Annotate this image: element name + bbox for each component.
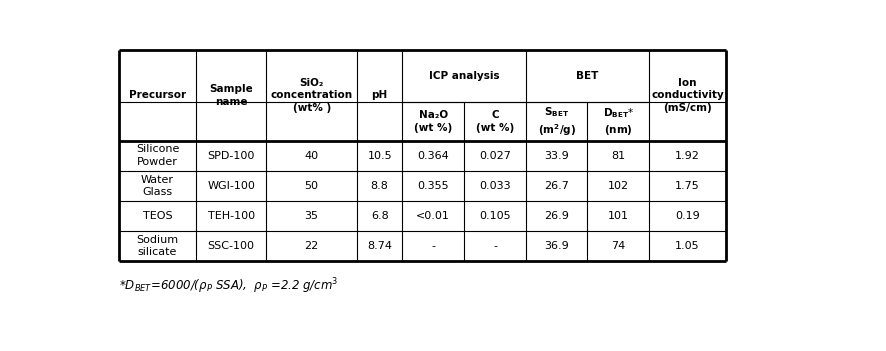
Text: Water
Glass: Water Glass (141, 174, 174, 197)
Text: Sample
name: Sample name (209, 84, 253, 107)
Text: $\mathbf{D_{BET}}$*
$\mathbf{(nm)}$: $\mathbf{D_{BET}}$* $\mathbf{(nm)}$ (602, 106, 634, 137)
Text: 26.9: 26.9 (544, 211, 569, 221)
Text: <0.01: <0.01 (416, 211, 450, 221)
Text: 33.9: 33.9 (544, 151, 569, 161)
Text: Na₂O
(wt %): Na₂O (wt %) (414, 110, 453, 133)
Text: 8.8: 8.8 (370, 181, 389, 191)
Text: 1.75: 1.75 (675, 181, 700, 191)
Text: -: - (493, 241, 497, 251)
Text: 40: 40 (305, 151, 319, 161)
Text: TEOS: TEOS (143, 211, 173, 221)
Text: BET: BET (576, 71, 599, 81)
Text: WGI-100: WGI-100 (207, 181, 255, 191)
Text: 26.7: 26.7 (544, 181, 569, 191)
Text: 10.5: 10.5 (368, 151, 392, 161)
Text: ICP analysis: ICP analysis (429, 71, 500, 81)
Text: 0.355: 0.355 (417, 181, 449, 191)
Text: 0.033: 0.033 (479, 181, 510, 191)
Text: SiO₂
concentration
(wt% ): SiO₂ concentration (wt% ) (270, 78, 353, 113)
Text: Ion
conductivity
(mS/cm): Ion conductivity (mS/cm) (651, 78, 724, 113)
Text: 81: 81 (611, 151, 626, 161)
Text: 101: 101 (608, 211, 629, 221)
Text: C
(wt %): C (wt %) (476, 110, 514, 133)
Text: 6.8: 6.8 (371, 211, 389, 221)
Text: 1.92: 1.92 (675, 151, 700, 161)
Text: 8.74: 8.74 (367, 241, 392, 251)
Text: 0.105: 0.105 (479, 211, 510, 221)
Text: *$\mathregular{D_{BET}}$=6000/($\rho$$_{P}$ SSA),  $\rho$$_{P}$ =2.2 g/cm$^{3}$: *$\mathregular{D_{BET}}$=6000/($\rho$$_{… (119, 276, 338, 296)
Text: 0.364: 0.364 (417, 151, 449, 161)
Text: 50: 50 (305, 181, 319, 191)
Text: 0.19: 0.19 (675, 211, 700, 221)
Text: SPD-100: SPD-100 (207, 151, 255, 161)
Text: 1.05: 1.05 (675, 241, 700, 251)
Text: 0.027: 0.027 (479, 151, 511, 161)
Text: $\mathbf{S_{BET}}$
$\mathbf{(m^2/g)}$: $\mathbf{S_{BET}}$ $\mathbf{(m^2/g)}$ (538, 105, 576, 138)
Text: 36.9: 36.9 (544, 241, 569, 251)
Text: pH: pH (371, 91, 388, 100)
Text: -: - (431, 241, 435, 251)
Text: Precursor: Precursor (129, 91, 186, 100)
Text: 35: 35 (305, 211, 319, 221)
Text: 74: 74 (611, 241, 626, 251)
Text: 102: 102 (608, 181, 629, 191)
Text: Silicone
Powder: Silicone Powder (136, 144, 179, 167)
Text: SSC-100: SSC-100 (207, 241, 255, 251)
Text: Sodium
silicate: Sodium silicate (136, 235, 179, 257)
Text: TEH-100: TEH-100 (207, 211, 255, 221)
Text: 22: 22 (305, 241, 319, 251)
